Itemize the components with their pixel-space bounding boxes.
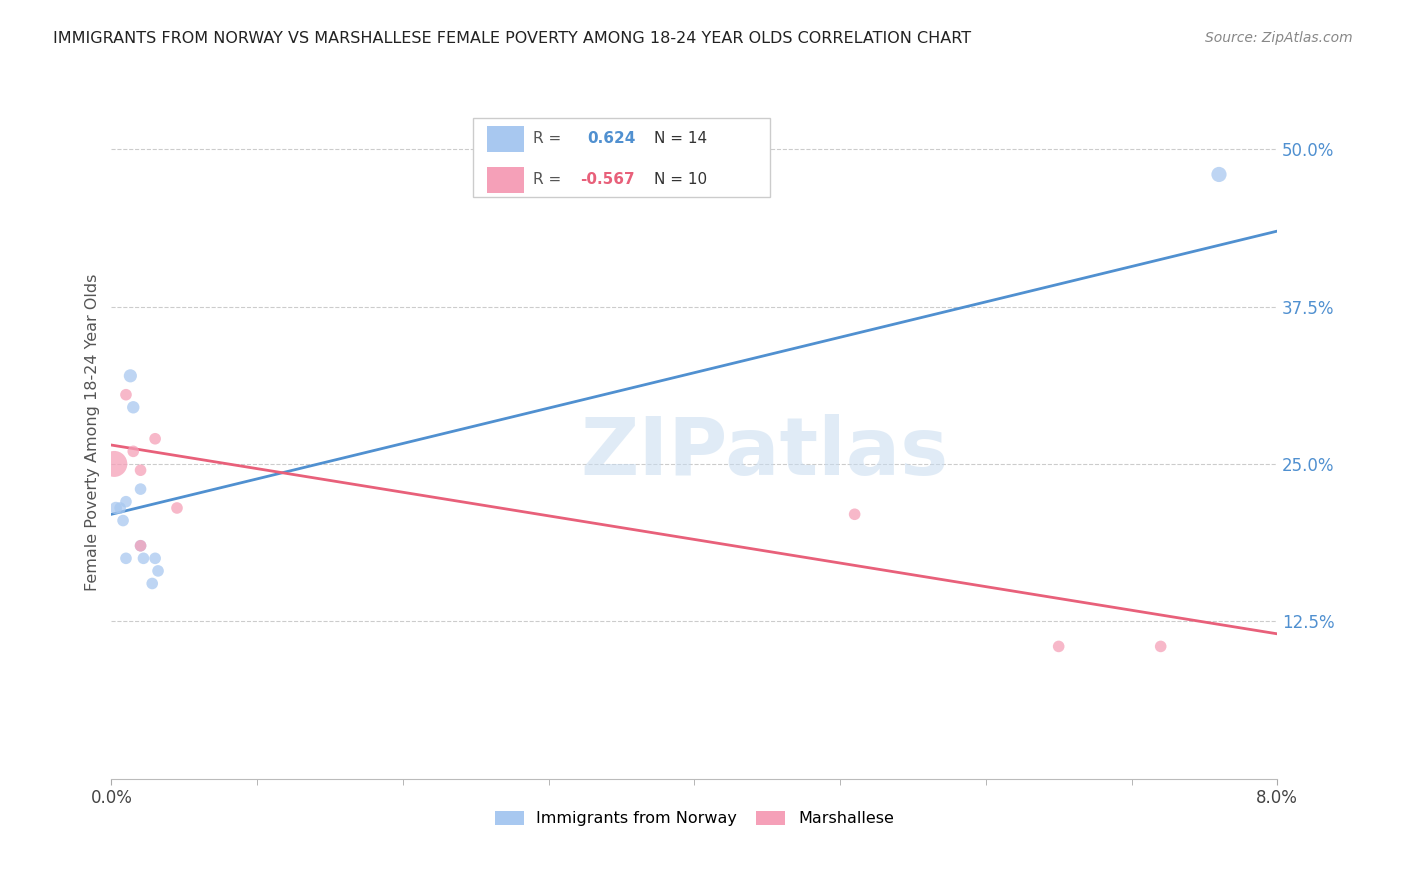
Point — [143, 432, 166, 446]
FancyBboxPatch shape — [472, 118, 770, 197]
Text: 0.624: 0.624 — [588, 131, 636, 146]
Point — [1208, 168, 1230, 182]
Point — [1047, 640, 1070, 654]
Point — [120, 368, 142, 383]
Point — [115, 387, 138, 401]
Text: IMMIGRANTS FROM NORWAY VS MARSHALLESE FEMALE POVERTY AMONG 18-24 YEAR OLDS CORRE: IMMIGRANTS FROM NORWAY VS MARSHALLESE FE… — [53, 31, 972, 46]
Point — [122, 444, 145, 458]
Point — [122, 401, 145, 415]
Text: R =: R = — [533, 172, 571, 187]
Text: Source: ZipAtlas.com: Source: ZipAtlas.com — [1205, 31, 1353, 45]
Point — [103, 457, 125, 471]
Point — [115, 494, 138, 508]
Point — [129, 482, 152, 496]
Y-axis label: Female Poverty Among 18-24 Year Olds: Female Poverty Among 18-24 Year Olds — [86, 274, 100, 591]
Text: ZIPatlas: ZIPatlas — [581, 414, 949, 492]
FancyBboxPatch shape — [486, 126, 524, 153]
Point — [143, 551, 166, 566]
Point — [129, 539, 152, 553]
Point — [1150, 640, 1173, 654]
Point — [104, 500, 127, 515]
Point — [108, 500, 131, 515]
Point — [129, 463, 152, 477]
Point — [166, 500, 188, 515]
FancyBboxPatch shape — [486, 167, 524, 193]
Text: -0.567: -0.567 — [581, 172, 634, 187]
Legend: Immigrants from Norway, Marshallese: Immigrants from Norway, Marshallese — [488, 805, 900, 833]
Point — [132, 551, 155, 566]
Point — [115, 551, 138, 566]
Text: N = 14: N = 14 — [654, 131, 707, 146]
Point — [844, 508, 866, 522]
Point — [141, 576, 163, 591]
Text: N = 10: N = 10 — [654, 172, 707, 187]
Text: R =: R = — [533, 131, 571, 146]
Point — [146, 564, 169, 578]
Point — [112, 514, 135, 528]
Point — [129, 539, 152, 553]
